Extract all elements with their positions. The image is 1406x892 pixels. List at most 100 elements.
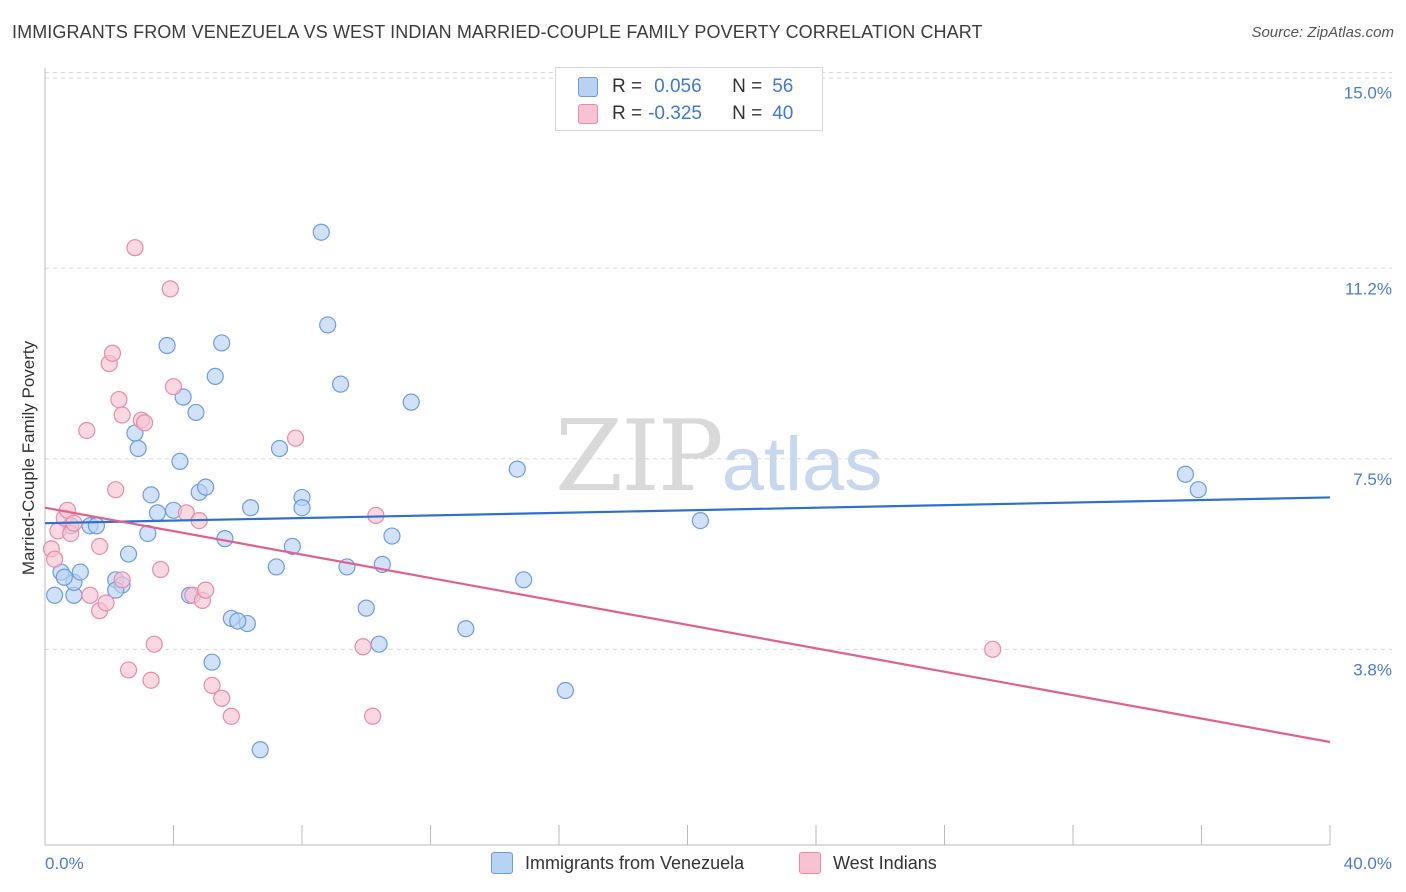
venezuela-point xyxy=(119,545,138,563)
legend-n-value: 56 xyxy=(772,76,794,97)
west-indian-point xyxy=(142,671,160,689)
venezuela-point xyxy=(71,563,89,581)
x-tick-label-min: 0.0% xyxy=(45,854,84,873)
chart-title: IMMIGRANTS FROM VENEZUELA VS WEST INDIAN… xyxy=(12,22,983,42)
west-indian-point xyxy=(222,707,240,725)
venezuela-point xyxy=(87,517,106,535)
trend-lines xyxy=(44,496,1331,744)
legend-r-label: R = xyxy=(612,76,643,97)
venezuela-point xyxy=(251,741,269,759)
legend-swatch-pink xyxy=(578,104,598,124)
west-indian-point xyxy=(197,581,215,599)
legend-swatch-blue xyxy=(491,852,513,874)
west-indian-point xyxy=(152,560,170,579)
west-indian-point xyxy=(364,707,382,725)
west-indian-point xyxy=(161,280,179,298)
legend-r-label: R = xyxy=(612,103,643,124)
venezuela-point xyxy=(312,223,330,241)
west-indian-points xyxy=(42,239,1002,725)
west-indian-point xyxy=(203,676,221,694)
venezuela-point xyxy=(1189,481,1207,499)
venezuela-point xyxy=(383,527,401,545)
venezuela-point xyxy=(203,653,221,671)
west-indian-point xyxy=(145,635,163,653)
venezuela-point xyxy=(197,478,215,496)
y-tick-label: 7.5% xyxy=(1353,470,1392,489)
venezuela-point xyxy=(267,558,285,576)
legend-n-value: 40 xyxy=(772,103,794,124)
venezuela-point xyxy=(206,367,224,386)
venezuela-point xyxy=(319,316,337,334)
west-indian-point xyxy=(113,571,131,589)
west-indian-trend-line xyxy=(44,506,1331,744)
venezuela-point xyxy=(229,612,247,630)
gridlines xyxy=(45,72,1392,650)
venezuela-point xyxy=(691,511,709,530)
legend-item-venezuela: Immigrants from Venezuela xyxy=(491,852,744,874)
legend-n-label: N = xyxy=(732,76,763,97)
west-indian-point xyxy=(354,638,372,656)
venezuela-point xyxy=(1176,465,1195,483)
west-indian-point xyxy=(113,406,131,424)
west-indian-point xyxy=(213,689,231,707)
west-indian-point xyxy=(78,421,96,440)
legend-n-label: N = xyxy=(732,103,763,124)
west-indian-point xyxy=(91,537,109,555)
venezuela-point xyxy=(556,681,575,700)
correlation-legend: R = 0.056 N = 56 R = -0.325 N = 40 xyxy=(555,67,823,131)
venezuela-point xyxy=(457,620,475,638)
axis-labels: 3.8% 7.5% 11.2% 15.0% 0.0% 40.0% Married-Coupl… xyxy=(19,84,1392,873)
venezuela-point xyxy=(283,537,301,555)
y-tick-label: 15.0% xyxy=(1344,84,1392,103)
west-indian-point xyxy=(164,378,183,396)
venezuela-point xyxy=(402,393,420,411)
y-axis-title: Married-Couple Family Poverty xyxy=(19,340,38,575)
venezuela-point xyxy=(171,452,189,470)
venezuela-point xyxy=(187,403,205,422)
legend-item-west-indians: West Indians xyxy=(799,852,937,874)
west-indian-point xyxy=(97,594,115,612)
west-indian-point xyxy=(135,414,154,432)
venezuela-point xyxy=(148,504,167,522)
west-indian-point xyxy=(103,344,122,362)
venezuela-point xyxy=(213,334,231,352)
x-tick-label-max: 40.0% xyxy=(1344,854,1392,873)
y-tick-label: 11.2% xyxy=(1345,279,1392,298)
venezuela-point xyxy=(370,635,388,653)
watermark-atlas: atlas xyxy=(721,422,883,507)
west-indian-point xyxy=(107,481,125,499)
venezuela-point xyxy=(158,336,176,355)
series-legend: Immigrants from Venezuela West Indians xyxy=(0,852,1406,878)
west-indian-point xyxy=(110,390,128,409)
west-indian-point xyxy=(984,640,1002,658)
venezuela-point xyxy=(515,571,533,589)
watermark-zip: ZIP xyxy=(555,400,724,514)
legend-label-west-indians: West Indians xyxy=(833,852,937,873)
venezuela-point xyxy=(242,499,260,517)
venezuela-points xyxy=(46,223,1207,759)
west-indian-point xyxy=(286,429,305,447)
legend-swatch-blue xyxy=(578,77,598,97)
legend-swatch-pink xyxy=(799,852,821,874)
legend-r-value: -0.325 xyxy=(648,103,702,124)
legend-r-value: 0.056 xyxy=(654,76,702,97)
west-indian-point xyxy=(46,550,64,568)
venezuela-point xyxy=(55,568,73,586)
venezuela-point xyxy=(508,460,526,478)
legend-row-venezuela: R = 0.056 N = 56 xyxy=(578,74,793,100)
legend-label-venezuela: Immigrants from Venezuela xyxy=(525,852,745,873)
venezuela-point xyxy=(293,499,311,517)
west-indian-point xyxy=(81,586,99,604)
venezuela-point xyxy=(331,375,350,393)
source-attribution: Source: ZipAtlas.com xyxy=(1251,24,1394,41)
west-indian-point xyxy=(119,661,138,679)
venezuela-point xyxy=(142,486,160,504)
y-tick-label: 3.8% xyxy=(1353,660,1392,679)
axes xyxy=(44,68,1331,846)
west-indian-point xyxy=(126,239,144,257)
watermark: ZIPatlas xyxy=(555,400,882,514)
venezuela-point xyxy=(129,439,147,458)
venezuela-point xyxy=(357,599,375,617)
venezuela-point xyxy=(270,439,289,458)
